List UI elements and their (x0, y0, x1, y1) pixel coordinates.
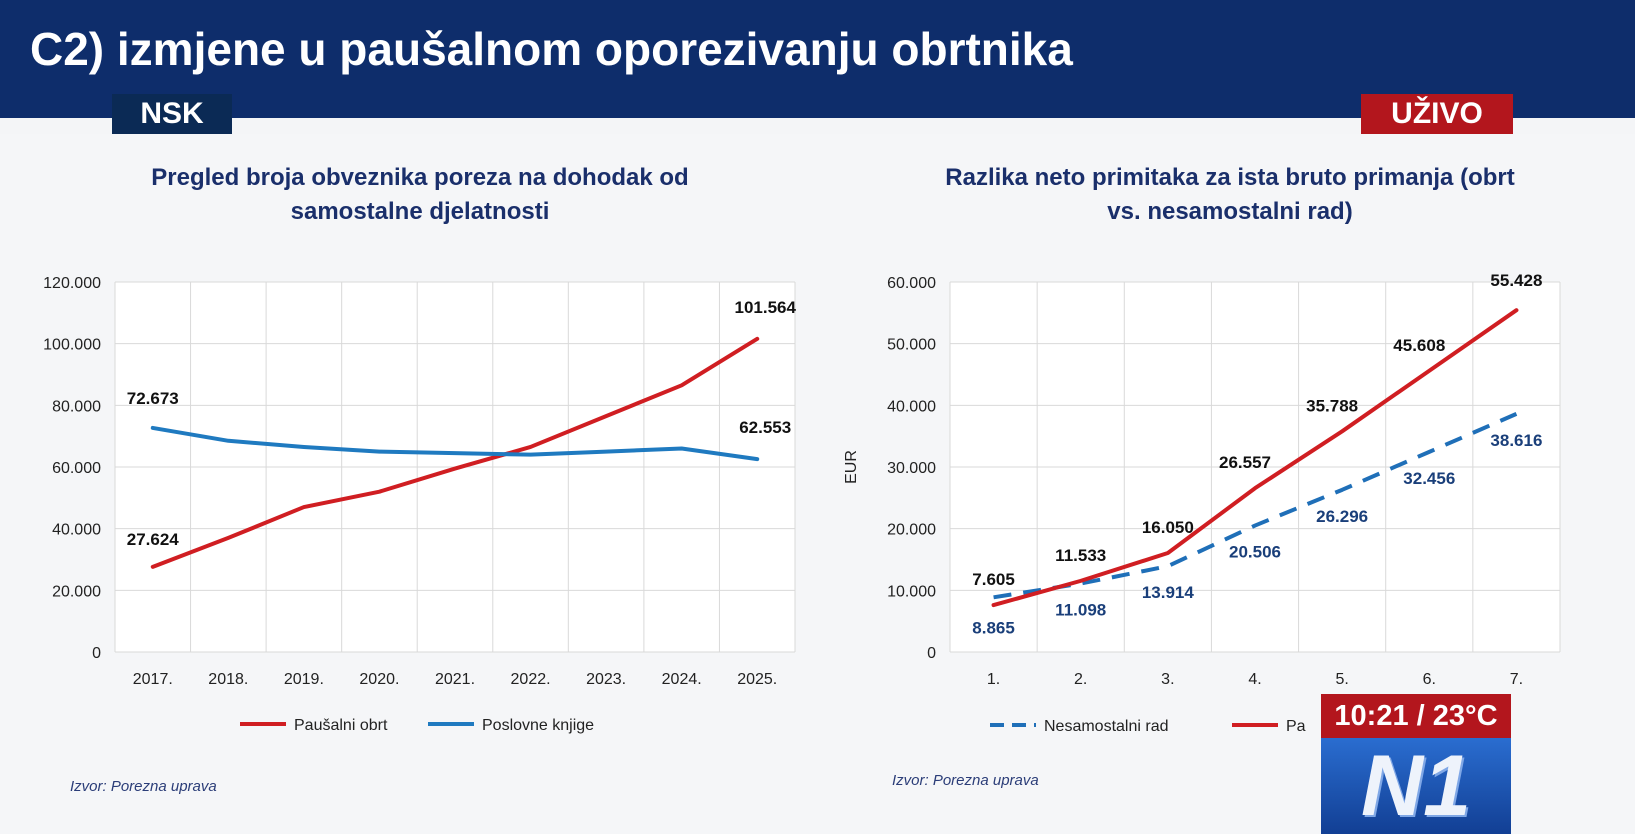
chart2-xtick-label: 4. (1248, 671, 1261, 688)
chart1-xtick-label: 2018. (208, 671, 248, 688)
chart1-xtick-label: 2019. (284, 671, 324, 688)
chart1-ytick-label: 120.000 (43, 275, 101, 292)
chart2-xtick-label: 6. (1423, 671, 1436, 688)
chart1-plot: 0 20.000 40.000 60.000 80.000 100.000 120.000 2… (43, 275, 796, 734)
slide-title: C2) izmjene u paušalnom oporezivanju obr… (30, 23, 1073, 75)
chart2-ytick-label: 50.000 (887, 337, 936, 354)
chart1-legend-label: Paušalni obrt (294, 717, 388, 734)
chart2-legend-label: Nesamostalni rad (1044, 718, 1169, 735)
chart1-xtick-label: 2024. (662, 671, 702, 688)
chart1-data-label: 27.624 (127, 530, 180, 549)
chart2-ytick-label: 10.000 (887, 583, 936, 600)
chart1-xtick-label: 2023. (586, 671, 626, 688)
chart2-y-axis-label: EUR (843, 450, 860, 484)
chart2-title: Razlika neto primitaka za ista bruto pri… (880, 164, 1580, 226)
location-badge: NSK (112, 94, 232, 134)
chart2-xtick-label: 5. (1335, 671, 1348, 688)
chart1-xtick-label: 2025. (737, 671, 777, 688)
chart1-ytick-label: 0 (92, 645, 101, 662)
header-bar: C2) izmjene u paušalnom oporezivanju obr… (0, 0, 1635, 118)
chart2-data-label: 26.296 (1316, 507, 1368, 526)
chart2-data-label: 11.098 (1055, 601, 1106, 620)
chart2-ytick-label: 30.000 (887, 460, 936, 477)
chart1-ytick-label: 60.000 (52, 460, 101, 477)
chart1-ytick-label: 40.000 (52, 522, 101, 539)
chart2-data-label: 13.914 (1142, 583, 1195, 602)
clock-temperature: 10:21 / 23°C (1321, 694, 1511, 738)
n1-logo: N1 (1321, 738, 1511, 834)
chart1-legend-label: Poslovne knjige (482, 717, 594, 734)
chart2-ytick-label: 60.000 (887, 275, 936, 292)
chart2-ytick-label: 40.000 (887, 398, 936, 415)
chart1-ytick-label: 100.000 (43, 337, 101, 354)
chart1-source: Izvor: Porezna uprava (70, 778, 217, 795)
chart2-data-label: 38.616 (1490, 431, 1542, 450)
chart2-data-label: 26.557 (1219, 453, 1271, 472)
chart1-title: Pregled broja obveznika poreza na dohoda… (100, 164, 740, 226)
chart2-xtick-label: 7. (1510, 671, 1523, 688)
chart2-plot: 0 10.000 20.000 30.000 40.000 50.000 60.000 1. 2… (843, 271, 1561, 735)
chart1-xtick-label: 2017. (133, 671, 173, 688)
chart2-data-label: 45.608 (1393, 336, 1445, 355)
chart2-source: Izvor: Porezna uprava (892, 772, 1039, 789)
chart1-ytick-label: 20.000 (52, 583, 101, 600)
chart2-data-label: 16.050 (1142, 518, 1194, 537)
chart1-data-label: 72.673 (127, 389, 179, 408)
chart1-data-label: 62.553 (739, 418, 791, 437)
chart2-legend-label: Pa (1286, 718, 1306, 735)
chart1-xtick-label: 2020. (359, 671, 399, 688)
chart2-xtick-label: 1. (987, 671, 1000, 688)
chart2-title-line2: vs. nesamostalni rad) (1107, 198, 1353, 225)
chart2-data-label: 8.865 (972, 618, 1015, 637)
chart2-data-label: 7.605 (972, 570, 1015, 589)
chart2-ytick-label: 20.000 (887, 522, 936, 539)
chart1-ytick-label: 80.000 (52, 398, 101, 415)
chart2-data-label: 32.456 (1403, 469, 1455, 488)
chart2-title-line1: Razlika neto primitaka za ista bruto pri… (945, 164, 1515, 191)
chart2-xtick-label: 2. (1074, 671, 1087, 688)
live-badge: UŽIVO (1361, 94, 1513, 134)
chart2-xtick-label: 3. (1161, 671, 1174, 688)
chart2-data-label: 55.428 (1490, 271, 1542, 290)
chart1-data-label: 101.564 (734, 298, 796, 317)
chart2-data-label: 20.506 (1229, 543, 1281, 562)
chart2-ytick-label: 0 (927, 645, 936, 662)
chart2-data-label: 11.533 (1055, 546, 1106, 565)
chart1-xtick-label: 2021. (435, 671, 475, 688)
chart1-title-line1: Pregled broja obveznika poreza na dohoda… (151, 164, 689, 191)
chart2-data-label: 35.788 (1306, 396, 1358, 415)
chart1-xtick-label: 2022. (511, 671, 551, 688)
chart1-title-line2: samostalne djelatnosti (290, 198, 550, 225)
